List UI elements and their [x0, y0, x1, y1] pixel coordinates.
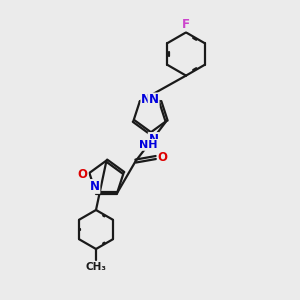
Text: N: N: [141, 92, 152, 106]
Text: N: N: [148, 93, 159, 106]
Text: N: N: [148, 133, 159, 146]
Text: O: O: [78, 168, 88, 181]
Text: CH₃: CH₃: [85, 262, 106, 272]
Text: O: O: [158, 151, 168, 164]
Text: N: N: [89, 180, 99, 193]
Text: NH: NH: [139, 140, 158, 150]
Text: F: F: [182, 17, 190, 31]
